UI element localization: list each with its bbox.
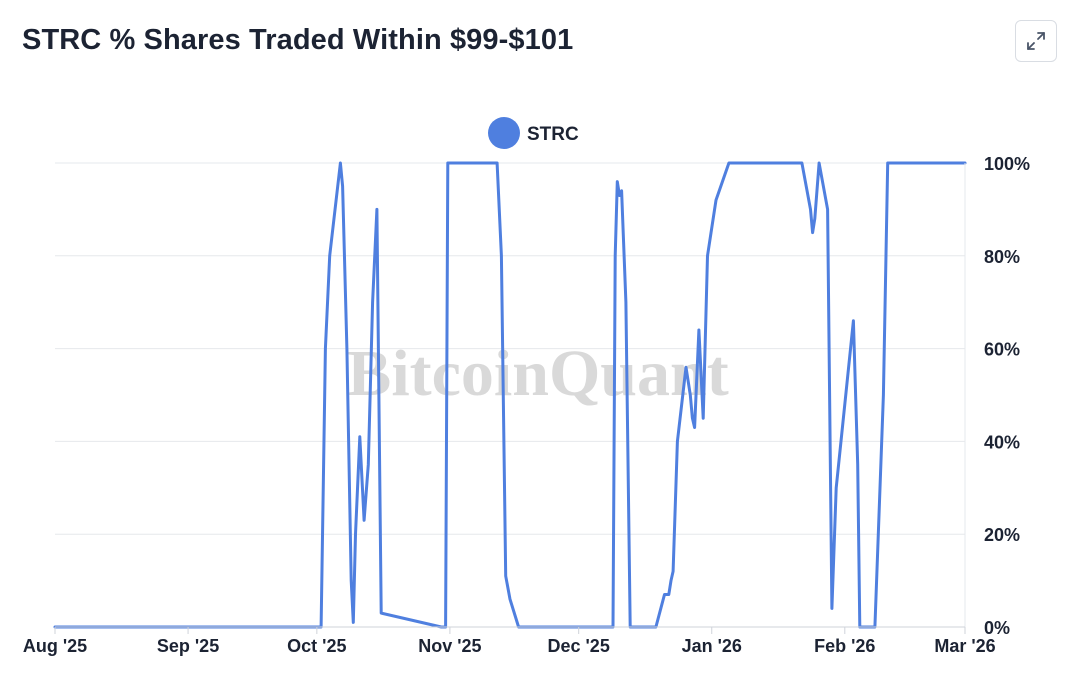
expand-button[interactable] bbox=[1015, 20, 1057, 62]
x-tick-label: Dec '25 bbox=[548, 636, 610, 656]
y-tick-label: 60% bbox=[984, 340, 1020, 360]
legend[interactable]: STRC bbox=[488, 117, 579, 149]
axes: 0% 20% 40% 60% 80% 100% Aug '25 Sep '25 Oct '25 N… bbox=[23, 154, 1030, 656]
x-tick-label: Sep '25 bbox=[157, 636, 219, 656]
expand-icon bbox=[1027, 32, 1045, 50]
x-tick-label: Jan '26 bbox=[682, 636, 742, 656]
y-tick-label: 0% bbox=[984, 618, 1010, 638]
y-tick-label: 100% bbox=[984, 154, 1030, 174]
y-tick-label: 20% bbox=[984, 525, 1020, 545]
x-tick-label: Aug '25 bbox=[23, 636, 87, 656]
legend-label-strc: STRC bbox=[527, 124, 579, 145]
x-tick-label: Oct '25 bbox=[287, 636, 346, 656]
y-tick-label: 80% bbox=[984, 247, 1020, 267]
legend-swatch-strc bbox=[488, 117, 520, 149]
chart-title: STRC % Shares Traded Within $99-$101 bbox=[22, 24, 574, 56]
x-tick-label: Nov '25 bbox=[418, 636, 481, 656]
y-tick-label: 40% bbox=[984, 432, 1020, 452]
watermark: BitcoinQuant bbox=[347, 337, 728, 410]
x-tick-label: Feb '26 bbox=[814, 636, 875, 656]
x-tick-label: Mar '26 bbox=[934, 636, 995, 656]
